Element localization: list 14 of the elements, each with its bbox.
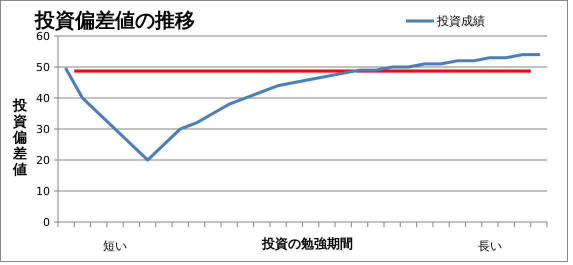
x-tick-label: 短い [103, 239, 128, 253]
y-tick-label: 50 [36, 61, 50, 74]
y-tick-label: 0 [43, 216, 50, 229]
y-tick-label: 30 [36, 123, 50, 136]
y-tick-label: 20 [36, 154, 50, 167]
legend-label: 投資成績 [436, 14, 485, 28]
y-tick-label: 40 [36, 92, 50, 105]
x-axis-title: 投資の勉強期間 [261, 236, 353, 252]
chart-title: 投資偏差値の推移 [34, 8, 195, 32]
x-tick-label: 長い [478, 239, 502, 253]
line-series [64, 53, 540, 162]
y-tick-label: 10 [36, 185, 50, 198]
y-tick-label: 60 [36, 30, 50, 43]
y-axis-title: 投資偏差値 [12, 98, 28, 178]
